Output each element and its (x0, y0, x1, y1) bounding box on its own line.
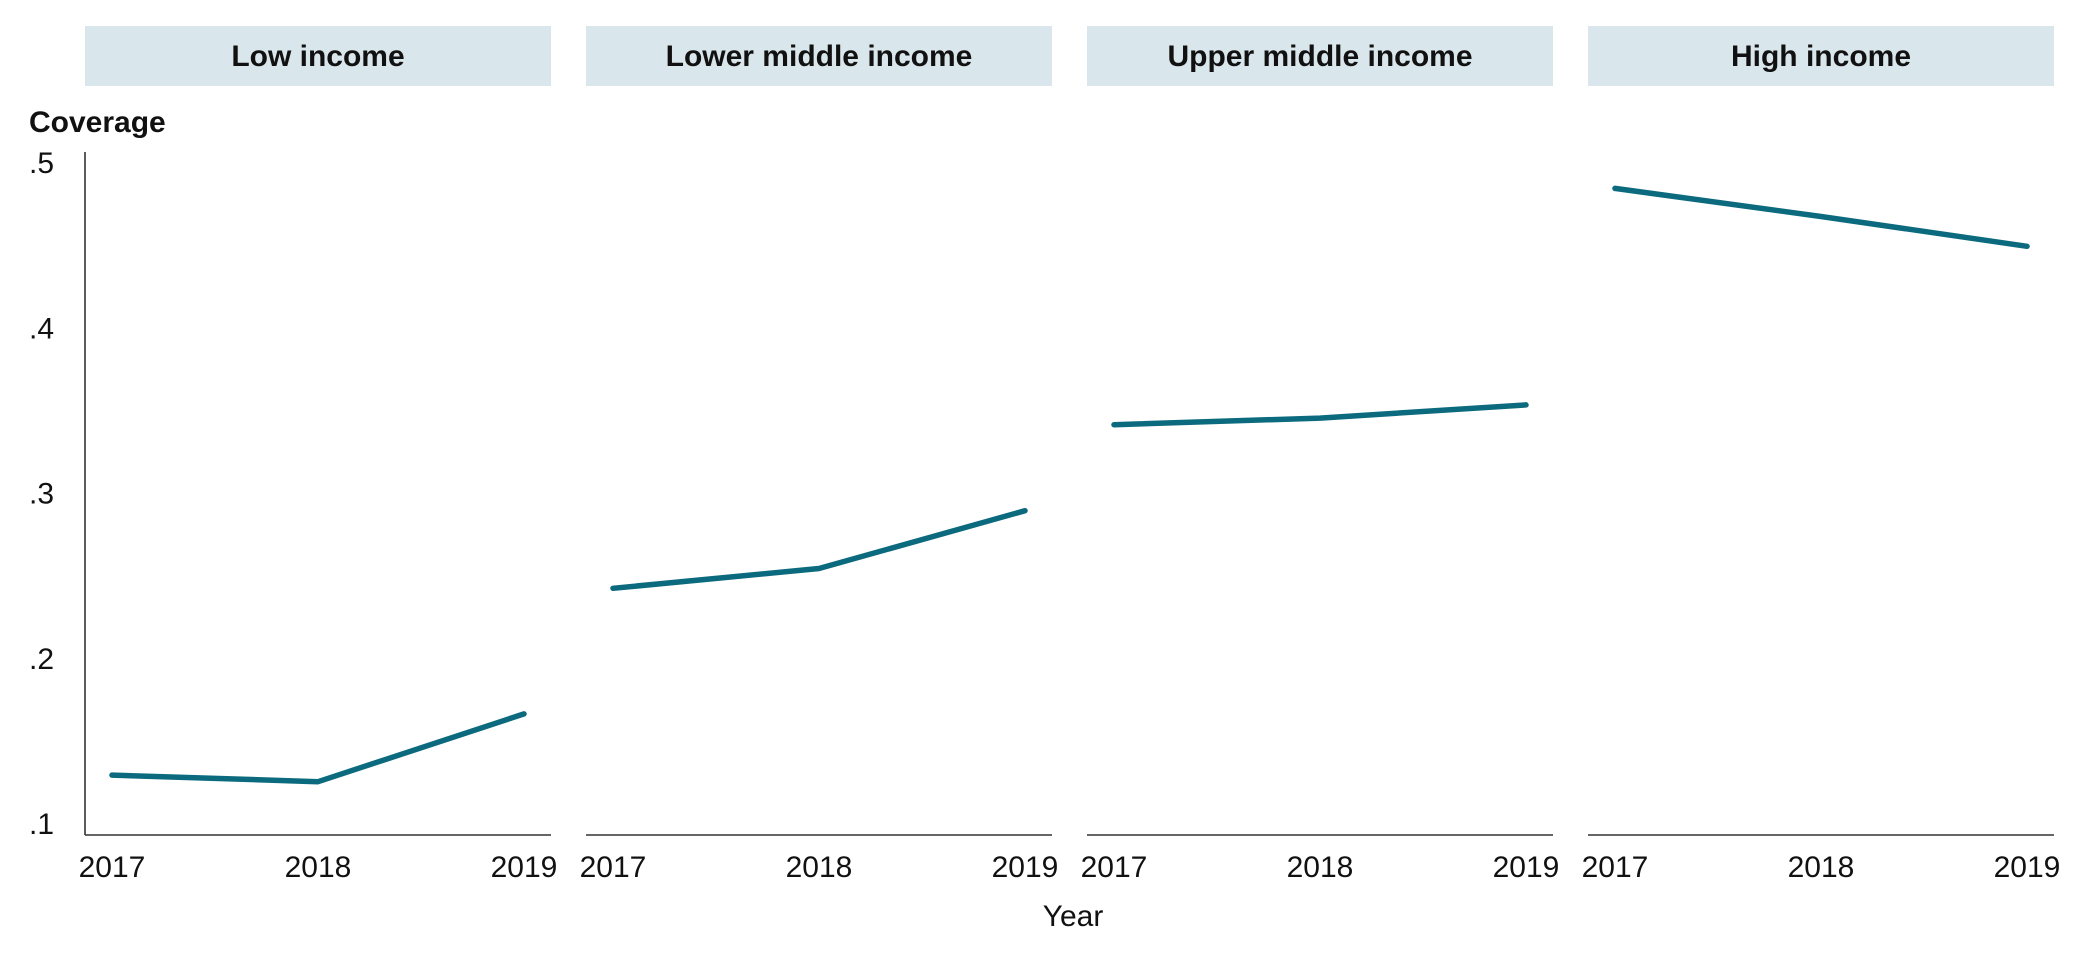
facet-strip (1087, 26, 1553, 86)
y-axis-title: Coverage (29, 106, 166, 139)
x-tick-label: 2019 (491, 851, 558, 884)
x-tick-label: 2018 (786, 851, 853, 884)
x-tick-label: 2017 (1081, 851, 1148, 884)
y-tick-label: .3 (29, 478, 54, 511)
facet-title: High income (1731, 40, 1911, 73)
x-tick-label: 2018 (285, 851, 352, 884)
facet-title: Upper middle income (1167, 40, 1472, 73)
series-line (1111, 402, 1529, 428)
facet-title: Low income (231, 40, 404, 73)
y-tick-label: .2 (29, 643, 54, 676)
y-tick-label: .1 (29, 808, 54, 841)
y-tick-label: .5 (29, 147, 54, 180)
series-line (1612, 185, 2030, 250)
facet-title: Lower middle income (666, 40, 973, 73)
facet-strip (586, 26, 1052, 86)
x-tick-label: 2019 (1994, 851, 2061, 884)
facet-strip (85, 26, 551, 86)
x-tick-label: 2019 (1493, 851, 1560, 884)
x-tick-label: 2017 (79, 851, 146, 884)
facet-panel: Low income 2017 2018 2019 (79, 26, 558, 884)
y-axis: .1 .2 .3 .4 .5 (29, 147, 86, 841)
x-tick-label: 2018 (1788, 851, 1855, 884)
x-tick-label: 2018 (1287, 851, 1354, 884)
facet-panel: High income 2017 2018 2019 (1582, 26, 2061, 884)
x-tick-label: 2019 (992, 851, 1059, 884)
facet-panel: Upper middle income 2017 2018 2019 (1081, 26, 1560, 884)
x-tick-label: 2017 (1582, 851, 1649, 884)
y-tick-label: .4 (29, 312, 54, 345)
series-line (610, 507, 1028, 592)
facet-panel: Lower middle income 2017 2018 2019 (580, 26, 1059, 884)
series-line (109, 711, 527, 785)
x-tick-label: 2017 (580, 851, 647, 884)
facet-strip (1588, 26, 2054, 86)
x-axis-title: Year (1043, 900, 1104, 933)
